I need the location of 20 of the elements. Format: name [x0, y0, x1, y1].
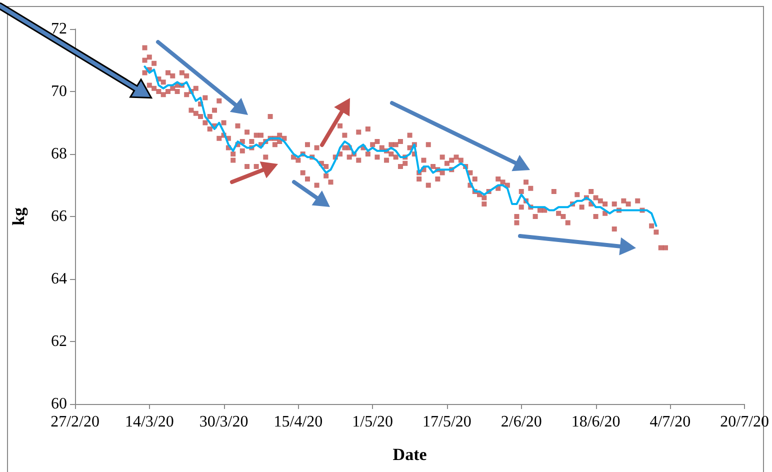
x-tick-label: 20/7/20 — [720, 414, 769, 430]
y-tick-label: 62 — [51, 333, 67, 350]
x-tick-label: 1/5/20 — [352, 414, 394, 430]
x-axis-title: Date — [392, 445, 428, 464]
y-tick-label: 68 — [51, 146, 67, 162]
x-tick-label: 14/3/20 — [124, 414, 174, 430]
x-tick-label: 15/4/20 — [274, 414, 323, 430]
x-tick-label: 18/6/20 — [571, 414, 620, 430]
y-tick-label: 60 — [51, 396, 67, 412]
x-tick-label: 4/7/20 — [650, 414, 691, 430]
y-axis-title: kg — [9, 207, 28, 226]
x-tick-label: 2/6/20 — [500, 414, 542, 430]
x-tick-label: 17/5/20 — [422, 414, 472, 430]
y-tick-label: 64 — [51, 270, 67, 288]
y-tick-label: 66 — [51, 208, 67, 225]
x-tick-label: 30/3/20 — [199, 414, 248, 430]
x-tick-label: 27/2/20 — [50, 414, 100, 430]
y-tick-label: 70 — [51, 83, 67, 100]
y-tick-label: 72 — [51, 20, 67, 38]
line-series — [144, 66, 658, 227]
